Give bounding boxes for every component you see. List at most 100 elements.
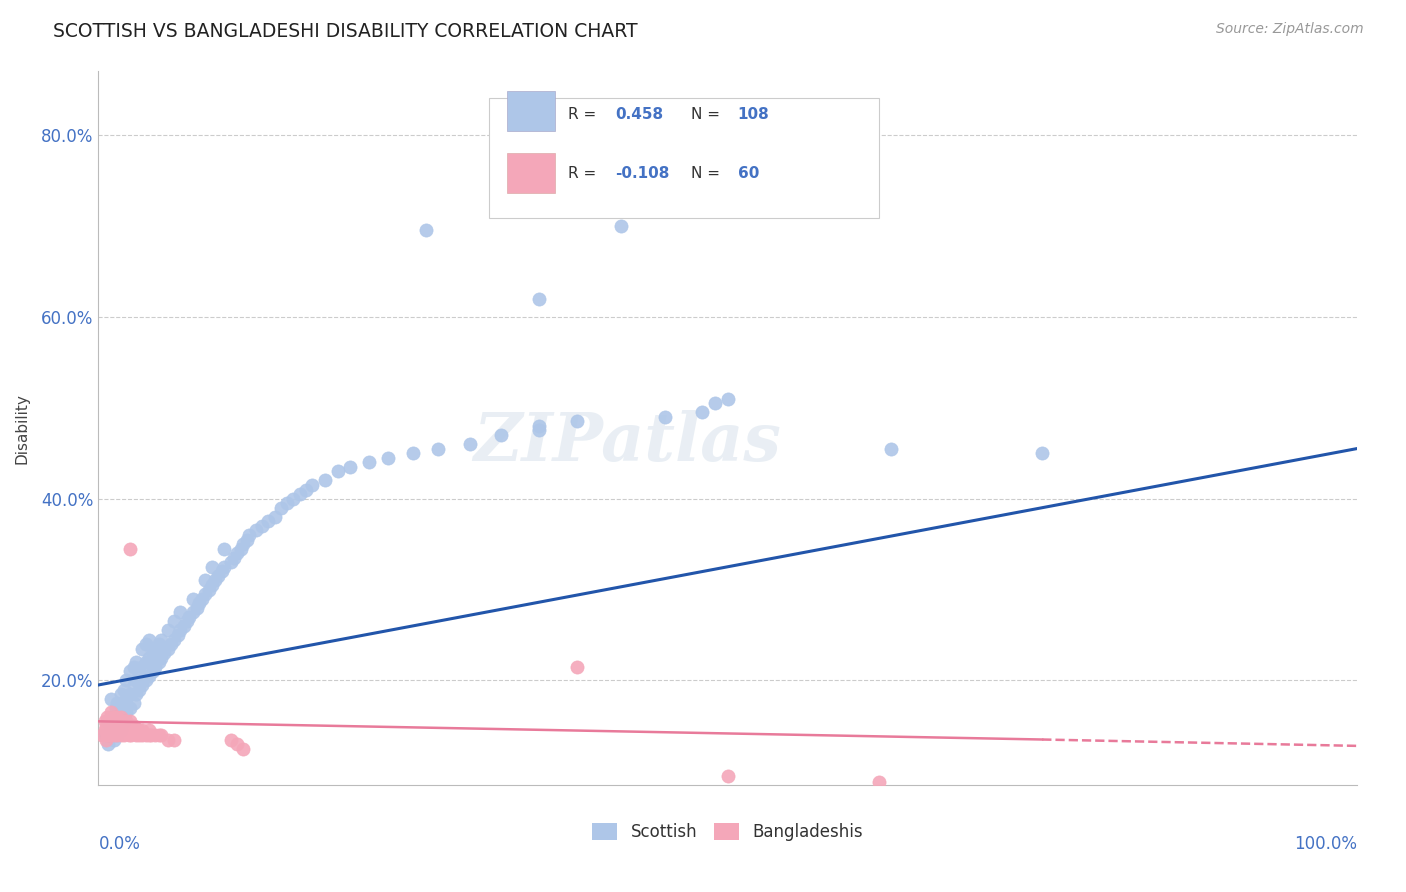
Point [115,691,138,706]
Point [135,637,157,651]
Point [654,409,676,424]
Text: 0.458: 0.458 [616,107,664,122]
Point [117,719,139,733]
Point [301,478,323,492]
Point [96,714,118,729]
Point [105,719,128,733]
Point [225,546,247,560]
Point [118,714,141,729]
Point [93,728,115,742]
Point [135,673,157,688]
Point [125,728,148,742]
Point [326,464,349,478]
Text: R =: R = [568,107,596,122]
Point [201,559,224,574]
Point [131,678,153,692]
Point [128,728,150,742]
Point [148,655,170,669]
Text: SCOTTISH VS BANGLADESHI DISABILITY CORRELATION CHART: SCOTTISH VS BANGLADESHI DISABILITY CORRE… [53,22,638,41]
Point [128,682,150,697]
Point [238,528,260,542]
Point [176,615,198,629]
Point [115,723,138,738]
Point [153,646,176,660]
Point [245,524,267,538]
Point [125,655,148,669]
Point [128,665,150,679]
Point [527,424,550,438]
Point [257,514,280,528]
Point [117,728,139,742]
Point [717,392,740,406]
Point [225,737,247,751]
Text: 100.0%: 100.0% [1294,835,1357,853]
Point [880,442,903,456]
Point [128,723,150,738]
Point [115,714,138,729]
Point [138,669,160,683]
Point [125,673,148,688]
Point [229,541,252,556]
Point [295,483,318,497]
Text: 108: 108 [738,107,769,122]
Point [96,710,118,724]
Point [314,474,336,488]
Point [105,714,128,729]
Point [565,660,588,674]
Point [138,650,160,665]
Point [219,555,242,569]
Point [105,696,128,710]
Text: Source: ZipAtlas.com: Source: ZipAtlas.com [1216,22,1364,37]
Point [214,559,236,574]
Point [236,533,259,547]
Point [103,728,125,742]
Point [194,574,217,588]
Point [194,587,217,601]
Point [100,723,122,738]
Point [105,700,128,714]
Point [150,650,173,665]
Point [112,682,135,697]
Point [105,714,128,729]
Point [105,728,128,742]
Point [94,719,117,733]
Point [110,710,132,724]
Point [270,500,292,515]
Point [107,723,129,738]
Point [107,710,129,724]
Point [163,732,186,747]
Point [118,665,141,679]
Point [100,714,122,729]
Legend: Scottish, Bangladeshis: Scottish, Bangladeshis [586,816,869,848]
Point [131,728,153,742]
Point [288,487,311,501]
Point [91,728,114,742]
Point [609,219,631,233]
Point [107,714,129,729]
Point [118,700,141,714]
Point [138,728,160,742]
Point [704,396,727,410]
Point [97,737,120,751]
Point [160,637,183,651]
Point [224,550,246,565]
Point [122,678,145,692]
Point [118,541,141,556]
Point [103,732,125,747]
Point [415,223,437,237]
Point [110,705,132,719]
Point [118,723,141,738]
Point [112,719,135,733]
Point [110,719,132,733]
Point [198,582,221,597]
Point [115,673,138,688]
Text: R =: R = [568,166,596,181]
Point [163,632,186,647]
Point [263,509,285,524]
Point [204,574,226,588]
Point [609,201,631,215]
Point [105,723,128,738]
Point [150,632,173,647]
Point [98,719,121,733]
Point [96,728,118,742]
